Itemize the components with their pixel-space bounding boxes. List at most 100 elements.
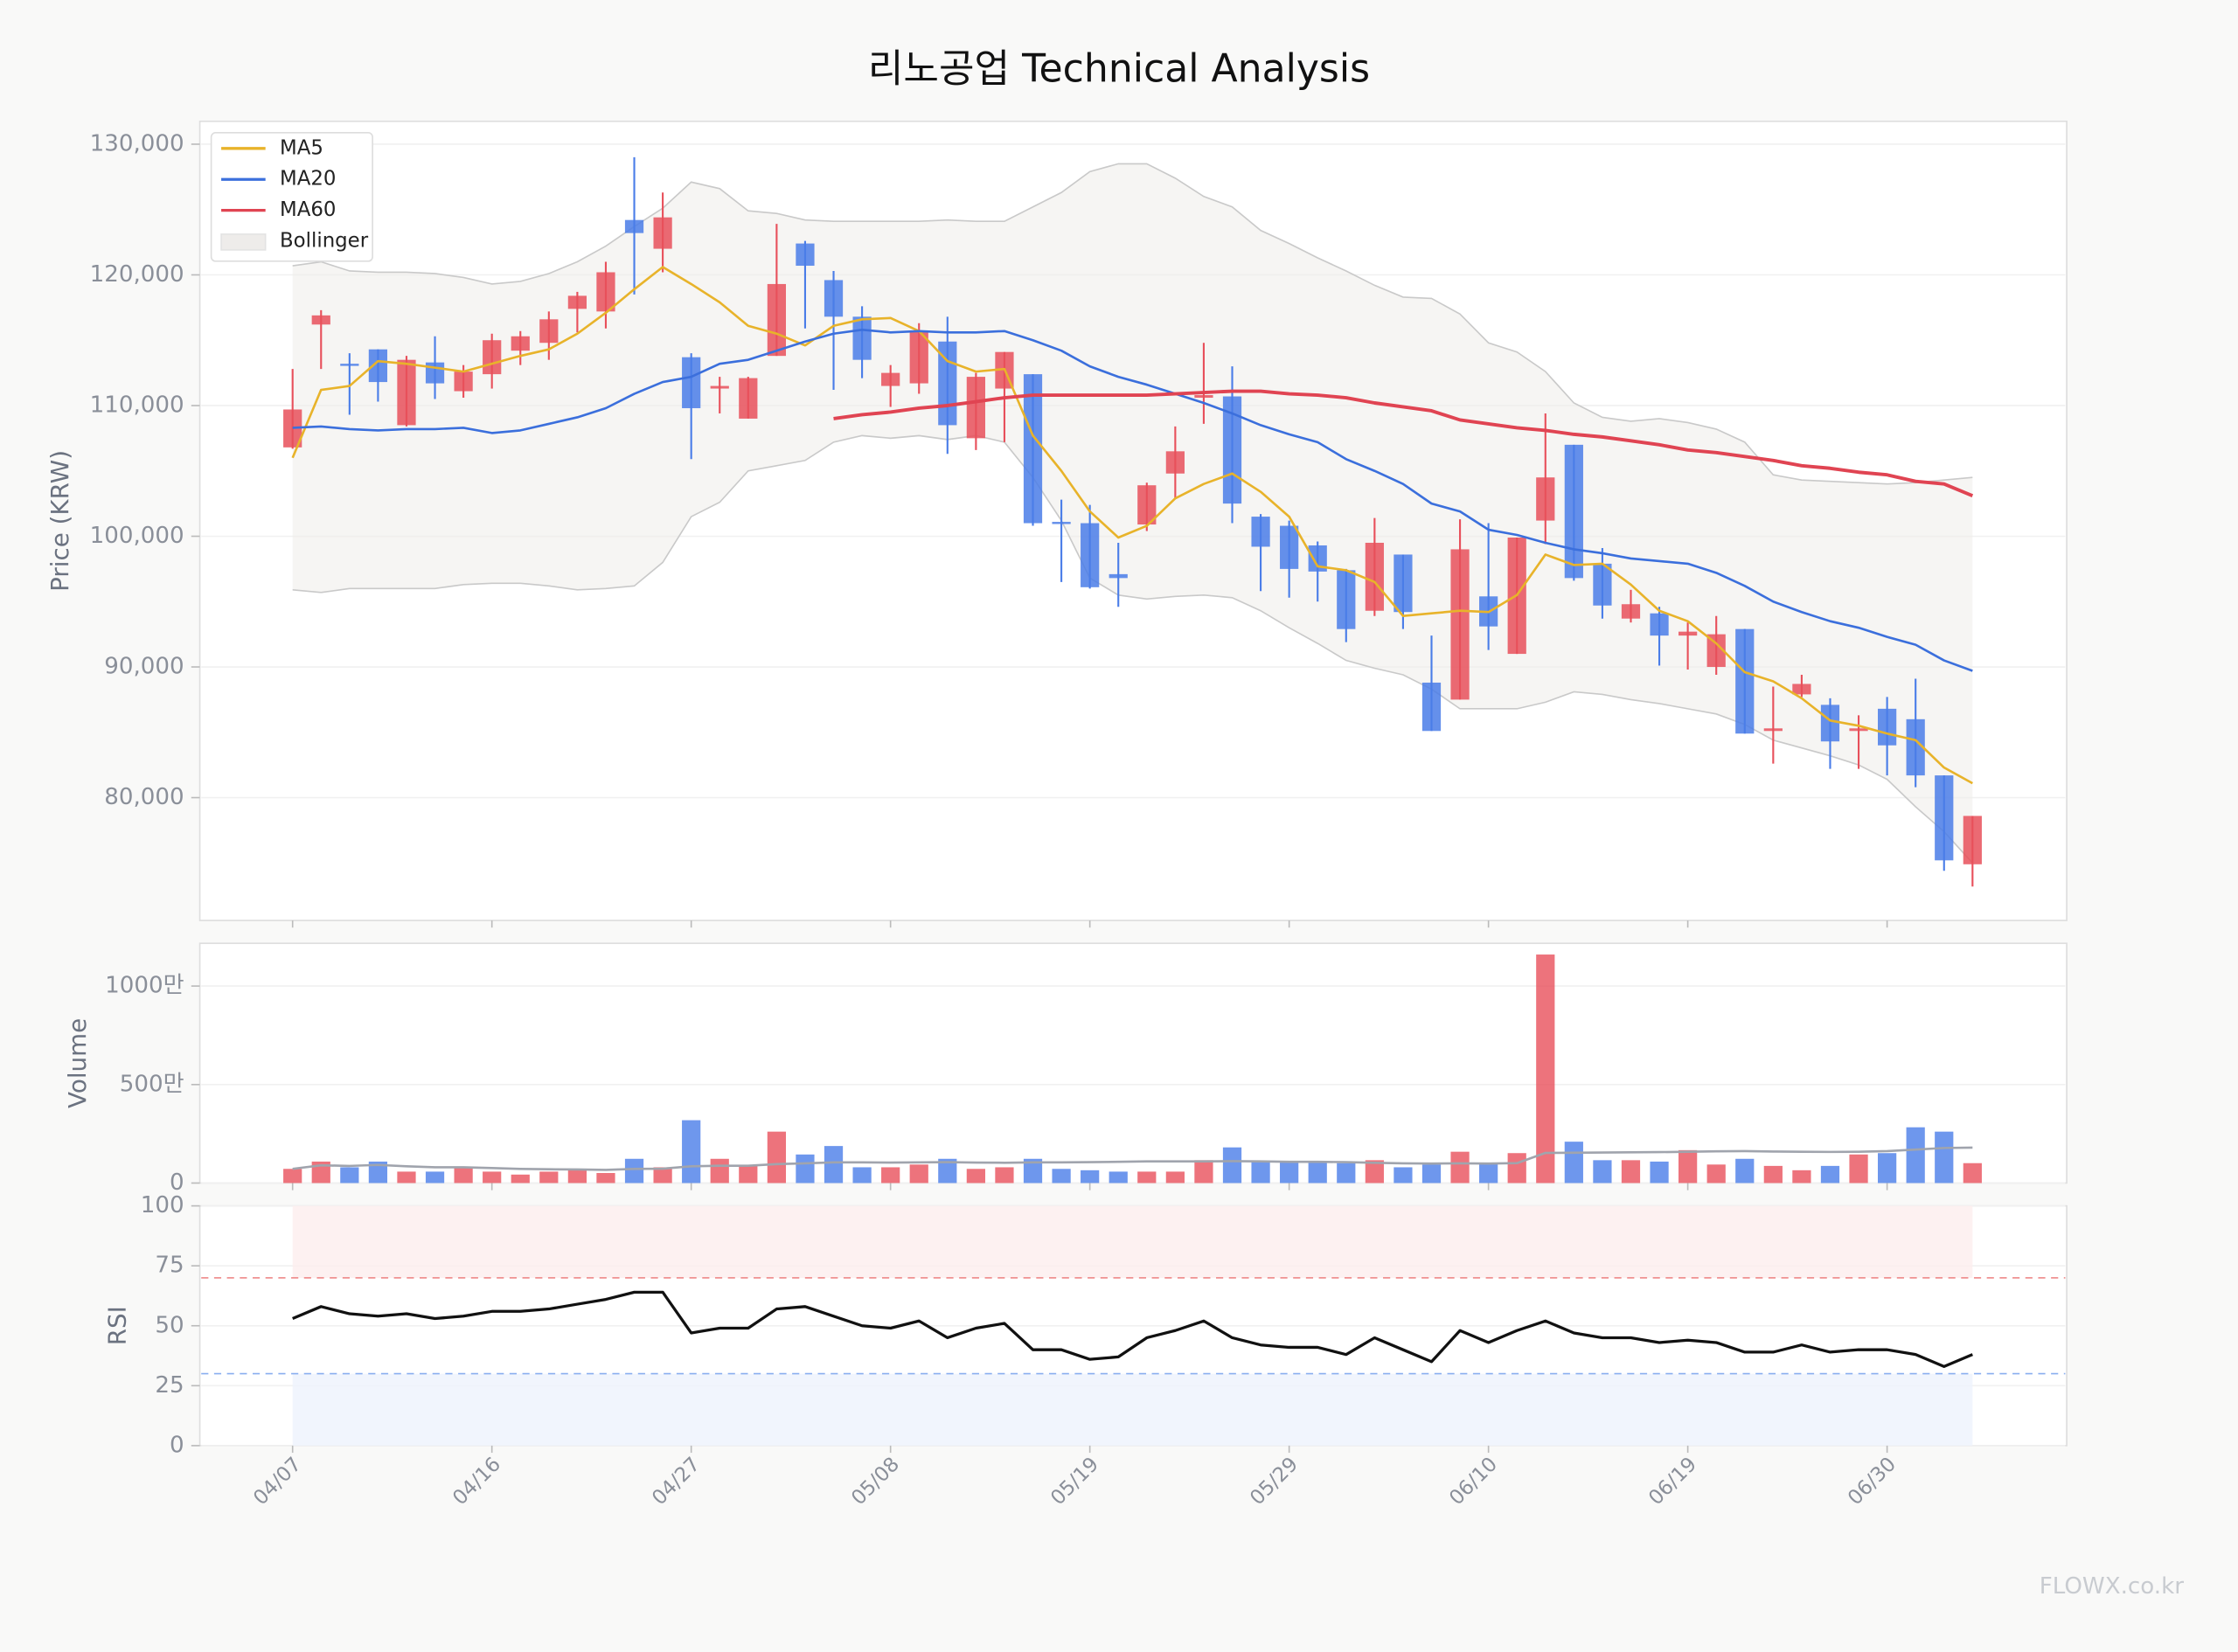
candle-body bbox=[511, 336, 530, 351]
overbought-zone bbox=[292, 1205, 1973, 1278]
volume-bar bbox=[1792, 1170, 1811, 1183]
volume-bar bbox=[1621, 1160, 1641, 1183]
volume-bar bbox=[1564, 1142, 1583, 1183]
candle-body bbox=[653, 217, 672, 249]
candle-body bbox=[682, 357, 701, 408]
bollinger-lower bbox=[292, 434, 1973, 864]
y-tick-label: 130,000 bbox=[90, 130, 184, 156]
volume-bar bbox=[425, 1171, 445, 1183]
candle-body bbox=[1394, 554, 1413, 613]
legend-box bbox=[210, 132, 373, 262]
candle-body bbox=[1337, 570, 1356, 629]
volume-bar bbox=[1507, 1153, 1526, 1183]
oversold-zone bbox=[292, 1373, 1973, 1446]
candle-body bbox=[1308, 545, 1327, 572]
volume-bar bbox=[1849, 1154, 1868, 1183]
candle-body bbox=[966, 377, 985, 439]
candle-body bbox=[1023, 374, 1043, 524]
volume-bar bbox=[1165, 1171, 1185, 1183]
rsi-line bbox=[292, 1290, 1973, 1369]
candle-body bbox=[1280, 525, 1299, 569]
y-tick-label: 500만 bbox=[120, 1071, 184, 1097]
y-axis-label: Volume bbox=[63, 1018, 92, 1108]
volume-bar bbox=[1763, 1165, 1783, 1183]
y-tick-label: 25 bbox=[155, 1372, 184, 1399]
candle-body bbox=[881, 372, 900, 386]
volume-bar bbox=[1706, 1164, 1726, 1183]
chart-title: 리노공업 Technical Analysis bbox=[868, 47, 1370, 92]
candle-body bbox=[1194, 395, 1213, 399]
volume-bar bbox=[596, 1172, 615, 1183]
candle-body bbox=[739, 378, 758, 419]
candle-body bbox=[1621, 604, 1641, 619]
volume-bar bbox=[739, 1165, 758, 1183]
candle-body bbox=[1365, 542, 1384, 611]
legend-label: MA5 bbox=[280, 136, 323, 159]
volume-bar bbox=[1365, 1160, 1384, 1183]
candle-body bbox=[397, 359, 416, 426]
candle-body bbox=[1820, 705, 1840, 742]
y-tick-label: 110,000 bbox=[90, 392, 184, 418]
candle-body bbox=[909, 330, 928, 384]
y-tick-label: 50 bbox=[155, 1312, 184, 1338]
y-tick-label: 100 bbox=[141, 1192, 184, 1218]
candle-body bbox=[852, 316, 872, 360]
volume-bar bbox=[1308, 1161, 1327, 1183]
watermark: FLOWX.co.kr bbox=[2040, 1573, 2184, 1600]
volume-bar bbox=[1109, 1171, 1128, 1183]
volume-bar bbox=[1963, 1163, 1982, 1183]
candle-body bbox=[1593, 563, 1612, 606]
candle-body bbox=[1536, 477, 1555, 521]
candle-body bbox=[1706, 634, 1726, 668]
volume-bar bbox=[1450, 1151, 1470, 1183]
legend: MA5 MA20 MA60 Bollinger bbox=[210, 132, 373, 262]
volume-bar bbox=[567, 1170, 587, 1183]
volume-bar bbox=[1280, 1161, 1299, 1183]
bollinger-upper bbox=[292, 163, 1973, 485]
volume-bar bbox=[796, 1154, 815, 1183]
y-tick-label: 100,000 bbox=[90, 523, 184, 549]
volume-bar bbox=[1081, 1170, 1100, 1183]
volume-pane bbox=[198, 942, 2068, 1184]
volume-bar bbox=[483, 1171, 502, 1183]
volume-bar bbox=[1593, 1160, 1612, 1183]
candle-body bbox=[425, 362, 445, 384]
y-tick-label: 120,000 bbox=[90, 261, 184, 288]
candle-body bbox=[1650, 613, 1669, 636]
candle-body bbox=[796, 243, 815, 267]
candle-body bbox=[368, 349, 388, 383]
candle-body bbox=[1878, 708, 1897, 746]
candle-body bbox=[1906, 718, 1925, 776]
volume-bar bbox=[1878, 1153, 1897, 1183]
ma-line bbox=[833, 389, 1974, 497]
candle-body bbox=[596, 272, 615, 312]
legend-label: MA60 bbox=[280, 198, 336, 221]
volume-bar bbox=[1194, 1160, 1213, 1183]
volume-bar bbox=[852, 1167, 872, 1183]
candle-body bbox=[567, 295, 587, 309]
candle-body bbox=[483, 340, 502, 375]
volume-bar bbox=[368, 1161, 388, 1183]
volume-bar bbox=[1421, 1164, 1442, 1183]
volume-bar bbox=[539, 1171, 559, 1183]
volume-bar bbox=[710, 1158, 729, 1183]
candle-body bbox=[624, 219, 644, 233]
candle-body bbox=[1450, 549, 1470, 700]
ma-line bbox=[291, 266, 1973, 785]
candle-body bbox=[1137, 485, 1157, 525]
candle-body bbox=[1735, 628, 1755, 734]
candle-body bbox=[1763, 728, 1783, 732]
volume-bar bbox=[454, 1167, 473, 1183]
candle-body bbox=[1963, 816, 1982, 864]
volume-bar bbox=[824, 1146, 844, 1183]
volume-bar bbox=[653, 1167, 672, 1183]
volume-bar bbox=[1479, 1163, 1498, 1183]
volume-bar bbox=[1222, 1147, 1242, 1183]
volume-bar bbox=[881, 1167, 900, 1183]
candle-body bbox=[340, 364, 359, 366]
y-tick-label: 90,000 bbox=[104, 654, 184, 680]
candle-body bbox=[1849, 728, 1868, 732]
candle-body bbox=[1935, 775, 1954, 861]
volume-bar bbox=[938, 1158, 957, 1183]
